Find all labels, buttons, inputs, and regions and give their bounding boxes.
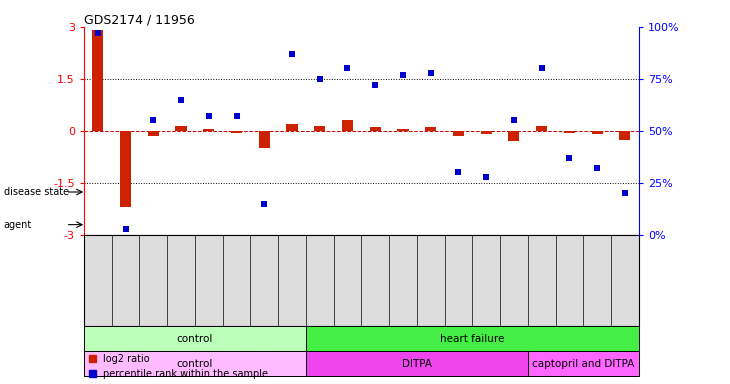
Bar (528, 351, 639, 376)
Text: control: control (177, 359, 213, 369)
Bar (306, 326, 639, 351)
Bar (369, 127, 381, 131)
Bar (536, 126, 548, 131)
Text: control: control (177, 334, 213, 344)
Bar (342, 121, 353, 131)
Bar (92, 30, 104, 131)
Bar (425, 127, 437, 131)
Bar (480, 131, 492, 134)
Bar (258, 131, 270, 148)
Bar (147, 131, 159, 136)
Bar (564, 131, 575, 132)
Text: DITPA: DITPA (402, 359, 432, 369)
Bar (286, 124, 298, 131)
Bar (84, 326, 306, 351)
Text: heart failure: heart failure (440, 334, 504, 344)
Bar (231, 131, 242, 132)
Bar (306, 351, 528, 376)
Text: disease state: disease state (4, 187, 69, 197)
Bar (591, 131, 603, 134)
Text: GDS2174 / 11956: GDS2174 / 11956 (84, 14, 195, 27)
Bar (453, 131, 464, 136)
Bar (84, 351, 306, 376)
Bar (619, 131, 631, 139)
Bar (175, 126, 187, 131)
Bar (120, 131, 131, 207)
Bar (314, 126, 326, 131)
Bar (508, 131, 520, 141)
Text: captopril and DITPA: captopril and DITPA (532, 359, 634, 369)
Legend: log2 ratio, percentile rank within the sample: log2 ratio, percentile rank within the s… (89, 354, 269, 379)
Bar (397, 129, 409, 131)
Bar (203, 129, 215, 131)
Text: agent: agent (4, 220, 32, 230)
